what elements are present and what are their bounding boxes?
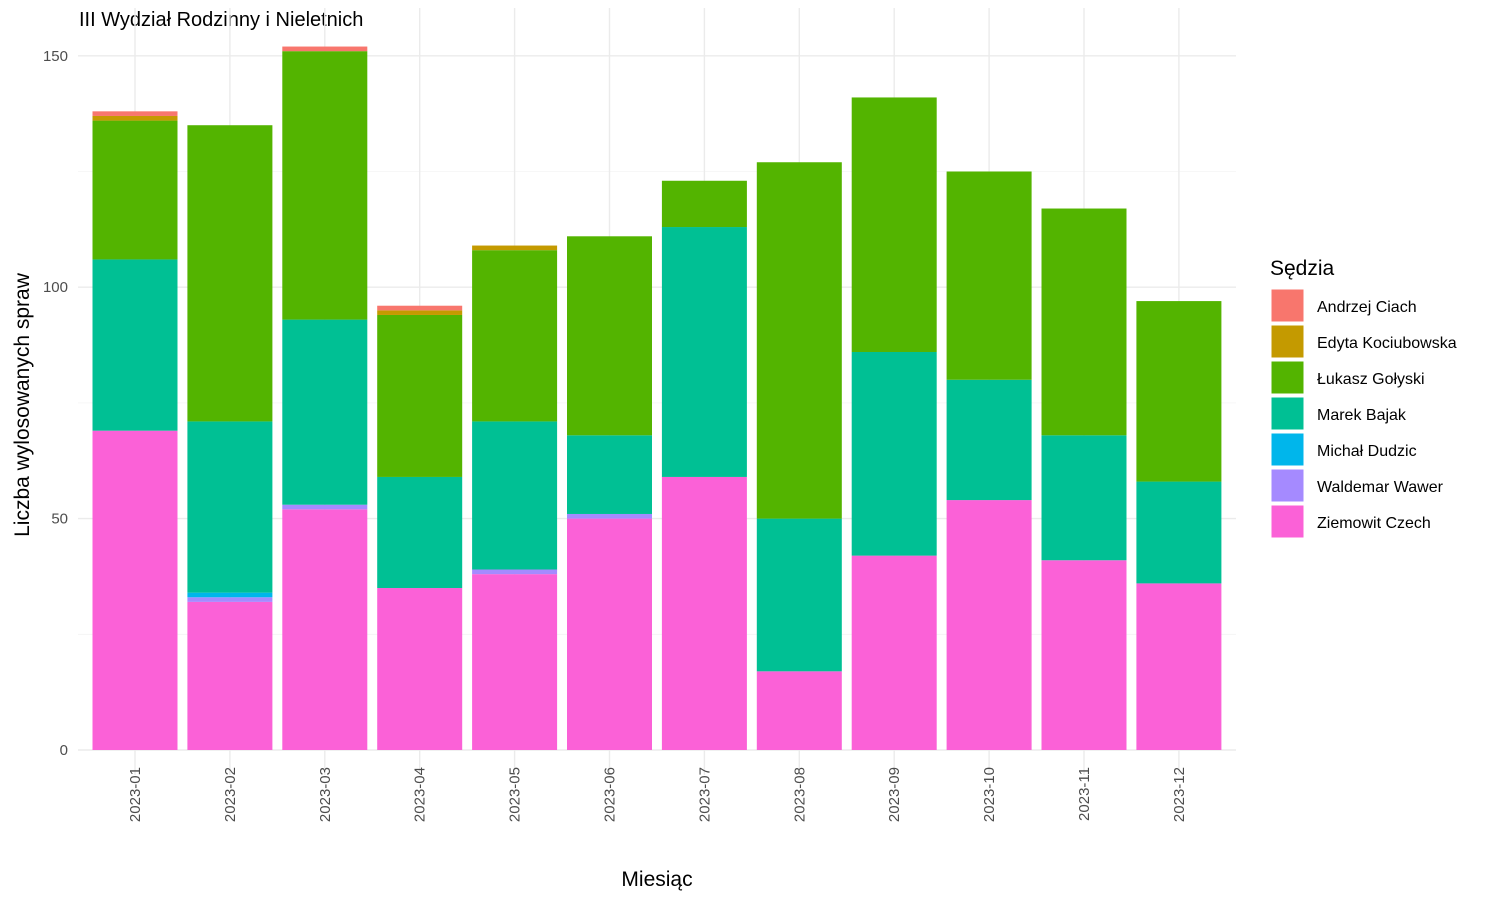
bar-marek-bajak-2023-07 (661, 227, 747, 477)
bar-waldemar-wawer-2023-05 (472, 569, 558, 575)
bar-ziemowit-czech-2023-05 (472, 574, 558, 750)
bar-ziemowit-czech-2023-09 (851, 555, 937, 750)
x-tick-label: 2023-07 (696, 767, 713, 822)
legend-label-waldemar-wawer: Waldemar Wawer (1317, 479, 1444, 496)
bar-lukasz-golyski-2023-01 (92, 120, 178, 260)
bar-waldemar-wawer-2023-03 (282, 504, 368, 510)
bar-lukasz-golyski-2023-04 (377, 314, 463, 477)
x-axis-ticks: 2023-01 2023-02 2023-03 2023-04 2023-05 2023-… (127, 767, 1188, 822)
bar-andrzej-ciach-2023-04 (377, 305, 463, 311)
legend-key-marek-bajak (1270, 396, 1305, 431)
y-tick-label: 50 (51, 511, 68, 528)
bar-marek-bajak-2023-11 (1041, 435, 1127, 561)
legend-key-edyta-kociubowska (1270, 324, 1305, 359)
bar-lukasz-golyski-2023-03 (282, 51, 368, 320)
bar-ziemowit-czech-2023-08 (756, 671, 842, 750)
y-tick-label: 150 (43, 48, 68, 65)
x-tick-label: 2023-11 (1076, 767, 1093, 821)
bar-ziemowit-czech-2023-11 (1041, 560, 1127, 750)
bar-ziemowit-czech-2023-06 (567, 518, 652, 750)
bars (92, 46, 1222, 750)
bar-marek-bajak-2023-09 (851, 351, 937, 556)
chart-title: III Wydział Rodzinny i Nieletnich (79, 9, 363, 31)
bar-marek-bajak-2023-05 (472, 421, 558, 570)
bar-ziemowit-czech-2023-01 (92, 430, 178, 750)
bar-lukasz-golyski-2023-05 (472, 250, 558, 422)
legend-title: Sędzia (1270, 257, 1335, 280)
legend: Sędzia Andrzej Ciach Edyta Kociubowska Łuk… (1270, 257, 1457, 539)
legend-key-andrzej-ciach (1270, 288, 1305, 323)
x-tick-label: 2023-08 (791, 767, 808, 822)
legend-label-michal-dudzic: Michał Dudzic (1317, 443, 1417, 460)
bar-edyta-kociubowska-2023-05 (472, 245, 558, 251)
bar-edyta-kociubowska-2023-01 (92, 115, 178, 121)
x-tick-label: 2023-01 (127, 767, 144, 822)
bar-marek-bajak-2023-10 (946, 379, 1032, 501)
x-tick-label: 2023-04 (412, 767, 429, 822)
bar-lukasz-golyski-2023-06 (567, 236, 652, 436)
bar-marek-bajak-2023-08 (756, 518, 842, 672)
bar-ziemowit-czech-2023-10 (946, 500, 1032, 750)
bar-lukasz-golyski-2023-09 (851, 97, 937, 352)
bar-andrzej-ciach-2023-03 (282, 46, 368, 52)
bar-lukasz-golyski-2023-10 (946, 171, 1032, 380)
bar-lukasz-golyski-2023-12 (1136, 301, 1222, 482)
y-tick-label: 0 (60, 742, 68, 759)
legend-label-ziemowit-czech: Ziemowit Czech (1317, 515, 1431, 532)
bar-lukasz-golyski-2023-08 (756, 162, 842, 519)
y-axis-title: Liczba wylosowanych spraw (11, 272, 34, 537)
bar-marek-bajak-2023-06 (567, 435, 652, 514)
bar-waldemar-wawer-2023-06 (567, 513, 652, 519)
bar-lukasz-golyski-2023-02 (187, 125, 273, 422)
legend-label-lukasz-golyski: Łukasz Gołyski (1317, 371, 1425, 388)
bar-lukasz-golyski-2023-11 (1041, 208, 1127, 436)
x-tick-label: 2023-03 (317, 767, 334, 822)
bar-ziemowit-czech-2023-03 (282, 509, 368, 750)
legend-key-lukasz-golyski (1270, 360, 1305, 395)
bar-ziemowit-czech-2023-04 (377, 588, 463, 750)
legend-label-edyta-kociubowska: Edyta Kociubowska (1317, 335, 1457, 352)
x-tick-label: 2023-09 (886, 767, 903, 822)
x-axis-title: Miesiąc (621, 868, 692, 891)
legend-key-ziemowit-czech (1270, 504, 1305, 539)
bar-edyta-kociubowska-2023-04 (377, 310, 463, 315)
x-tick-label: 2023-06 (602, 767, 619, 822)
y-tick-label: 100 (43, 279, 68, 296)
bar-michal-dudzic-2023-02 (187, 592, 273, 598)
bar-ziemowit-czech-2023-12 (1136, 583, 1222, 750)
legend-label-andrzej-ciach: Andrzej Ciach (1317, 299, 1417, 316)
bar-marek-bajak-2023-03 (282, 319, 368, 505)
bar-marek-bajak-2023-12 (1136, 481, 1222, 584)
bar-marek-bajak-2023-04 (377, 476, 463, 589)
bar-ziemowit-czech-2023-02 (187, 601, 273, 750)
x-tick-label: 2023-05 (507, 767, 524, 822)
x-tick-label: 2023-02 (222, 767, 239, 822)
bar-andrzej-ciach-2023-01 (92, 111, 178, 116)
legend-label-marek-bajak: Marek Bajak (1317, 407, 1407, 424)
legend-key-michal-dudzic (1270, 432, 1305, 467)
bar-ziemowit-czech-2023-07 (661, 476, 747, 750)
y-axis-ticks: 0 50 100 150 (43, 48, 68, 759)
bar-marek-bajak-2023-02 (187, 421, 273, 593)
legend-key-waldemar-wawer (1270, 468, 1305, 503)
bar-marek-bajak-2023-01 (92, 259, 178, 431)
x-tick-label: 2023-12 (1171, 767, 1188, 822)
bar-waldemar-wawer-2023-02 (187, 597, 273, 602)
bar-lukasz-golyski-2023-07 (661, 180, 747, 228)
x-tick-label: 2023-10 (981, 767, 998, 822)
